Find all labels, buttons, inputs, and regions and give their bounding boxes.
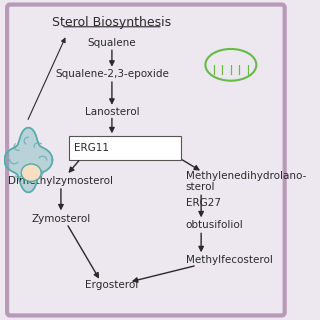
Text: Sterol Biosynthesis: Sterol Biosynthesis [52, 15, 172, 28]
Text: sterol: sterol [186, 182, 215, 192]
Text: Methylfecosterol: Methylfecosterol [186, 255, 272, 265]
Text: Dimethylzymosterol: Dimethylzymosterol [8, 176, 113, 186]
Text: Zymosterol: Zymosterol [31, 214, 91, 224]
Polygon shape [4, 128, 52, 192]
FancyBboxPatch shape [69, 136, 181, 160]
Text: Methylenedihydrolano-: Methylenedihydrolano- [186, 171, 306, 181]
Text: Lanosterol: Lanosterol [84, 108, 139, 117]
Text: obtusifoliol: obtusifoliol [186, 220, 243, 230]
Text: Squalene: Squalene [88, 38, 136, 48]
Text: Ergosterol: Ergosterol [85, 280, 139, 290]
Text: ERG27: ERG27 [186, 198, 220, 208]
FancyBboxPatch shape [7, 4, 285, 316]
Ellipse shape [21, 164, 41, 181]
Text: ERG11: ERG11 [74, 143, 109, 153]
Text: Squalene-2,3-epoxide: Squalene-2,3-epoxide [55, 69, 169, 79]
